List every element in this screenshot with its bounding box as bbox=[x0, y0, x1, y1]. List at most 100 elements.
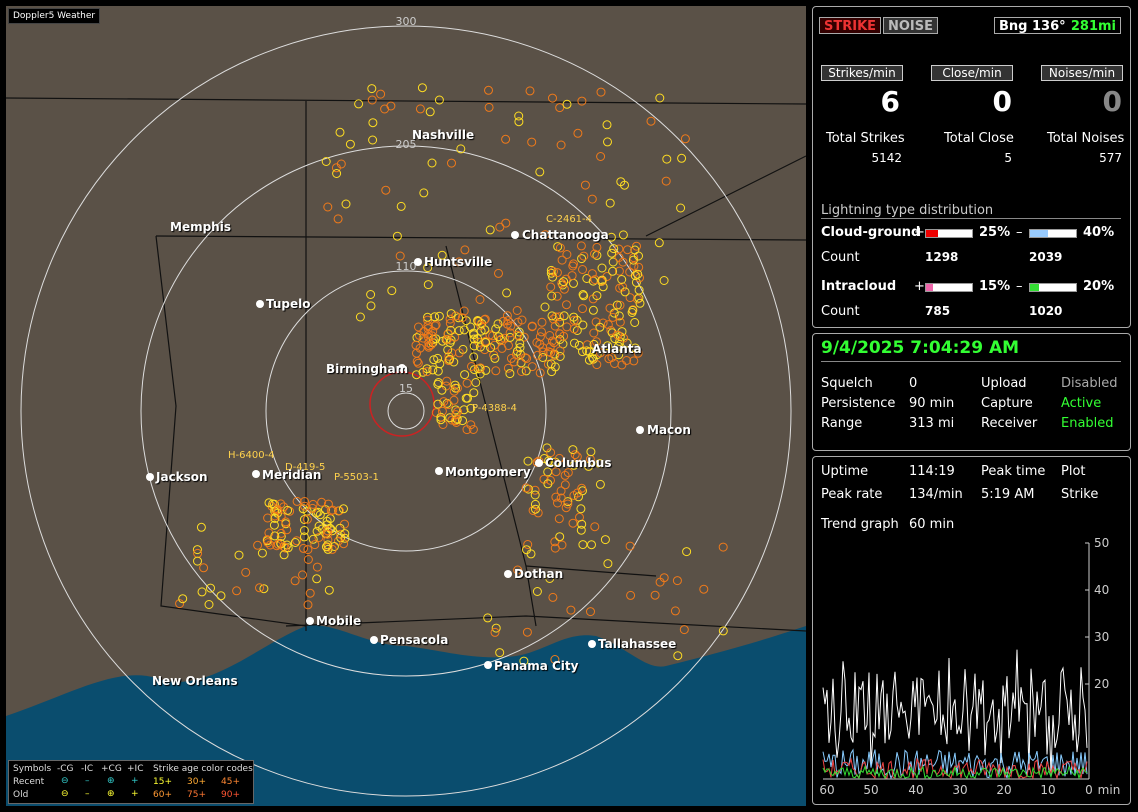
strike-marker bbox=[454, 326, 464, 336]
strike-marker bbox=[596, 152, 606, 161]
strike-marker bbox=[544, 456, 554, 466]
datetime-display: 9/4/2025 7:04:29 AM bbox=[821, 338, 1121, 362]
strike-marker bbox=[419, 188, 429, 198]
strike-marker bbox=[395, 251, 405, 261]
strike-marker bbox=[461, 393, 471, 403]
strike-marker bbox=[603, 341, 613, 351]
strike-marker bbox=[308, 534, 318, 544]
strike-marker bbox=[662, 154, 672, 164]
strike-marker bbox=[586, 447, 596, 457]
strike-marker bbox=[605, 198, 615, 208]
marker-label: P-5503-1 bbox=[334, 472, 379, 483]
strike-marker bbox=[491, 324, 501, 334]
strike-marker bbox=[595, 459, 605, 469]
strike-marker bbox=[596, 87, 606, 97]
strike-button[interactable]: STRIKE bbox=[819, 17, 882, 34]
strike-marker bbox=[607, 328, 617, 338]
strike-marker bbox=[533, 350, 543, 360]
strike-marker bbox=[483, 613, 493, 623]
strike-marker bbox=[323, 540, 333, 550]
strike-marker bbox=[494, 268, 503, 278]
strike-marker bbox=[264, 498, 274, 508]
strike-marker bbox=[467, 362, 476, 371]
strike-marker bbox=[537, 327, 546, 337]
strike-marker bbox=[551, 492, 561, 502]
noise-button[interactable]: NOISE bbox=[883, 17, 939, 34]
strike-marker bbox=[428, 365, 438, 375]
strike-marker bbox=[321, 157, 331, 166]
trend-line bbox=[822, 748, 1088, 780]
strike-marker bbox=[568, 445, 578, 455]
strike-marker bbox=[592, 360, 602, 370]
total-close-label: Total Close bbox=[944, 131, 1014, 146]
close-min-value: 0 bbox=[992, 85, 1012, 118]
strike-marker bbox=[456, 144, 466, 154]
strike-marker bbox=[459, 405, 469, 415]
strike-marker bbox=[336, 159, 346, 169]
capture-value: Active bbox=[1061, 396, 1102, 411]
strike-marker bbox=[412, 370, 421, 380]
strike-marker bbox=[340, 533, 350, 543]
strike-marker bbox=[324, 585, 334, 595]
strike-marker bbox=[672, 576, 682, 586]
strike-marker bbox=[502, 288, 512, 298]
strike-marker bbox=[547, 336, 557, 346]
city-label: Memphis bbox=[170, 220, 231, 234]
strike-marker bbox=[234, 550, 244, 560]
strike-marker bbox=[578, 265, 587, 274]
strike-marker bbox=[323, 202, 333, 212]
strike-marker bbox=[578, 304, 587, 314]
marker-label: C-2461-4 bbox=[546, 214, 592, 225]
legend-type: -IC bbox=[81, 764, 94, 774]
strike-marker bbox=[680, 134, 690, 144]
strike-marker bbox=[438, 420, 448, 429]
strike-marker bbox=[608, 312, 618, 322]
upload-value: Disabled bbox=[1061, 376, 1118, 391]
strike-marker bbox=[321, 505, 330, 515]
strike-marker bbox=[424, 338, 434, 348]
strike-marker bbox=[615, 332, 625, 342]
strike-marker bbox=[314, 521, 324, 531]
range-value: 313 mi bbox=[909, 416, 955, 431]
strike-marker bbox=[454, 313, 464, 323]
strike-marker bbox=[548, 267, 558, 276]
strike-marker bbox=[566, 605, 576, 615]
close-min-button[interactable]: Close/min bbox=[931, 65, 1013, 81]
persistence-label: Persistence bbox=[821, 396, 896, 411]
noises-min-button[interactable]: Noises/min bbox=[1041, 65, 1123, 81]
strike-marker bbox=[543, 479, 553, 489]
city-label: Chattanooga bbox=[522, 228, 609, 242]
strike-marker bbox=[506, 321, 516, 331]
plot-value[interactable]: Strike bbox=[1061, 487, 1099, 502]
strike-marker bbox=[584, 461, 594, 471]
strike-marker bbox=[367, 84, 377, 94]
strike-marker bbox=[414, 322, 423, 332]
strike-marker bbox=[634, 262, 644, 272]
lightning-map[interactable]: 300 205 110 15 C-2461-4 H-6400-4 D-419-5… bbox=[6, 6, 806, 806]
strike-marker bbox=[615, 317, 625, 327]
strike-marker bbox=[259, 584, 269, 594]
strike-marker bbox=[539, 454, 549, 463]
strike-marker bbox=[422, 367, 432, 377]
strike-marker bbox=[584, 347, 594, 357]
legend-symbols-label: Symbols bbox=[13, 764, 52, 774]
strike-marker bbox=[501, 134, 511, 144]
strike-marker bbox=[587, 194, 597, 204]
peak-time-label: Peak time bbox=[981, 464, 1046, 479]
strike-marker bbox=[562, 99, 572, 109]
strike-marker bbox=[427, 158, 437, 168]
strike-marker bbox=[654, 238, 664, 248]
minus-ic-icon: – bbox=[85, 776, 90, 786]
strike-marker bbox=[431, 408, 441, 418]
strike-marker bbox=[433, 379, 443, 389]
strikes-min-button[interactable]: Strikes/min bbox=[821, 65, 903, 81]
strike-marker bbox=[603, 320, 613, 330]
strike-marker bbox=[300, 501, 310, 511]
strike-marker bbox=[484, 102, 494, 112]
noises-min-value: 0 bbox=[1102, 85, 1122, 118]
strike-marker bbox=[572, 452, 582, 462]
strike-marker bbox=[345, 139, 355, 149]
strike-marker bbox=[270, 531, 280, 541]
strike-marker bbox=[419, 326, 429, 336]
strike-marker bbox=[587, 540, 596, 550]
